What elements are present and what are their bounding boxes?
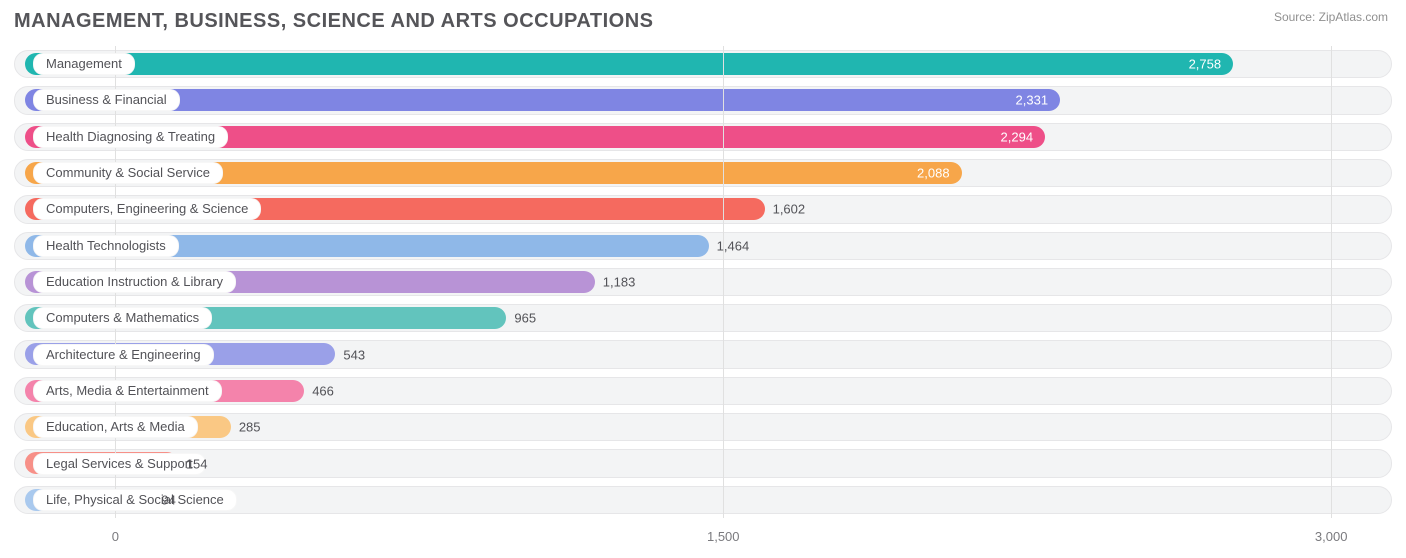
source-name: ZipAtlas.com bbox=[1319, 10, 1388, 24]
bar-category-label: Education, Arts & Media bbox=[33, 416, 198, 438]
bar-row: Legal Services & Support154 bbox=[14, 445, 1392, 481]
bar-row: Education, Arts & Media 285 bbox=[14, 409, 1392, 445]
bar-value-label: 466 bbox=[312, 383, 334, 398]
bar-value-label: 2,331 bbox=[1016, 93, 1049, 108]
bar-value-label: 2,294 bbox=[1001, 129, 1034, 144]
source-attribution: Source: ZipAtlas.com bbox=[1274, 10, 1388, 24]
bar-row: Life, Physical & Social Science94 bbox=[14, 482, 1392, 518]
bar-row: Education Instruction & Library 1,183 bbox=[14, 264, 1392, 300]
bar-value-label: 965 bbox=[514, 311, 536, 326]
bar-category-label: Computers & Mathematics bbox=[33, 307, 212, 329]
bar-category-label: Education Instruction & Library bbox=[33, 271, 236, 293]
bar-category-label: Legal Services & Support bbox=[33, 453, 206, 475]
grid-line bbox=[1331, 46, 1332, 518]
bars-container: Management 2,758 Business & Financial 2,331… bbox=[14, 46, 1392, 518]
bar-value-label: 1,602 bbox=[773, 202, 806, 217]
bar-category-label: Arts, Media & Entertainment bbox=[33, 380, 222, 402]
bar-fill bbox=[25, 53, 1233, 75]
axis-tick-label: 0 bbox=[112, 529, 119, 544]
plot-area: Management 2,758 Business & Financial 2,331… bbox=[14, 46, 1392, 548]
chart-area: Management 2,758 Business & Financial 2,331… bbox=[14, 46, 1392, 548]
bar-category-label: Management bbox=[33, 53, 135, 75]
axis-tick-label: 1,500 bbox=[707, 529, 740, 544]
chart-title: MANAGEMENT, BUSINESS, SCIENCE AND ARTS O… bbox=[0, 0, 1406, 33]
bar-value-label: 543 bbox=[343, 347, 365, 362]
bar-value-label: 2,758 bbox=[1189, 57, 1222, 72]
bar-row: Management 2,758 bbox=[14, 46, 1392, 82]
bar-value-label: 285 bbox=[239, 420, 261, 435]
bar-row: Business & Financial 2,331 bbox=[14, 82, 1392, 118]
bar-category-label: Health Diagnosing & Treating bbox=[33, 126, 228, 148]
bar-row: Health Diagnosing & Treating 2,294 bbox=[14, 119, 1392, 155]
bar-category-label: Life, Physical & Social Science bbox=[33, 489, 237, 511]
bar-fill bbox=[25, 89, 1060, 111]
bar-category-label: Community & Social Service bbox=[33, 162, 223, 184]
bar-category-label: Computers, Engineering & Science bbox=[33, 198, 261, 220]
bar-row: Community & Social Service 2,088 bbox=[14, 155, 1392, 191]
bar-row: Health Technologists 1,464 bbox=[14, 228, 1392, 264]
bar-value-label: 2,088 bbox=[917, 166, 950, 181]
bar-row: Architecture & Engineering 543 bbox=[14, 336, 1392, 372]
source-label: Source: bbox=[1274, 10, 1315, 24]
bar-category-label: Health Technologists bbox=[33, 235, 179, 257]
x-axis: 0 1,500 3,000 bbox=[14, 524, 1392, 548]
bar-value-label: 94 bbox=[161, 492, 175, 507]
axis-tick-label: 3,000 bbox=[1315, 529, 1348, 544]
bar-track bbox=[14, 449, 1392, 477]
bar-row: Computers, Engineering & Science 1,602 bbox=[14, 191, 1392, 227]
bar-value-label: 1,183 bbox=[603, 274, 636, 289]
bar-value-label: 154 bbox=[186, 456, 208, 471]
bar-category-label: Architecture & Engineering bbox=[33, 344, 214, 366]
bar-category-label: Business & Financial bbox=[33, 89, 180, 111]
grid-line bbox=[723, 46, 724, 518]
bar-row: Arts, Media & Entertainment 466 bbox=[14, 373, 1392, 409]
bar-value-label: 1,464 bbox=[717, 238, 750, 253]
bar-row: Computers & Mathematics 965 bbox=[14, 300, 1392, 336]
